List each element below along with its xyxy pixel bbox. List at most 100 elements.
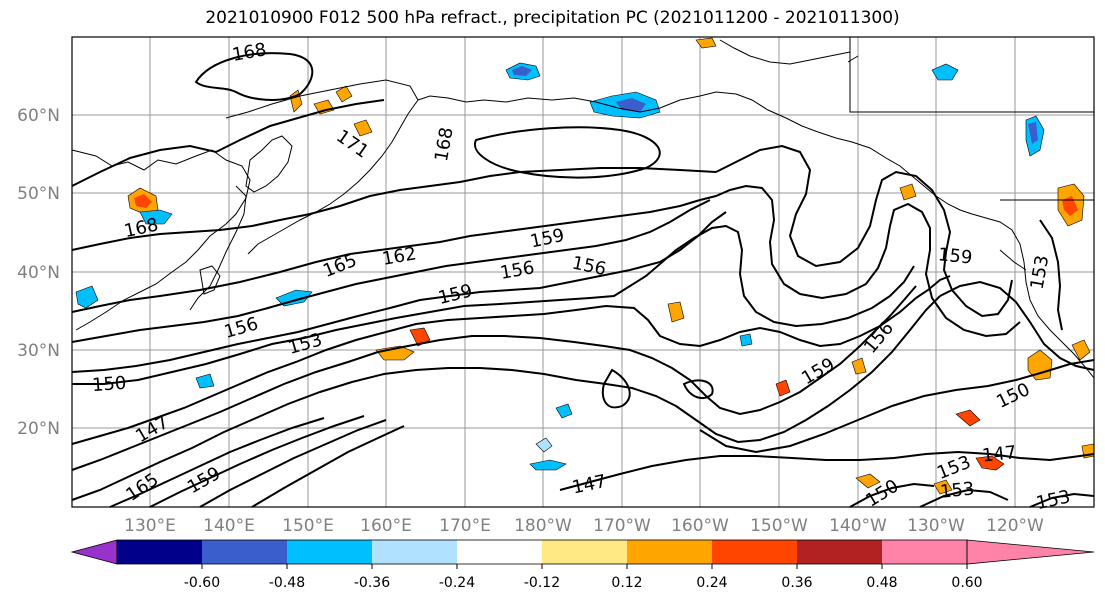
lon-label: 170°W bbox=[593, 516, 651, 536]
contour-line bbox=[939, 280, 1095, 371]
precip-patch bbox=[955, 409, 981, 427]
coastline bbox=[999, 249, 1027, 271]
precip-patch bbox=[353, 119, 373, 137]
precip-patch bbox=[739, 333, 753, 347]
lon-label: 170°E bbox=[439, 516, 491, 536]
contour-line bbox=[71, 167, 717, 251]
precip-patch bbox=[529, 459, 567, 471]
contour-line bbox=[699, 184, 1021, 338]
contour-line bbox=[71, 295, 941, 501]
precip-patch bbox=[667, 301, 685, 323]
precipitation-shading bbox=[75, 37, 1095, 495]
colorbar-tick-label: -0.60 bbox=[184, 575, 220, 591]
colorbar-tick-label: 0.24 bbox=[696, 575, 727, 591]
contour-label: 159 bbox=[937, 244, 973, 268]
contour-line bbox=[72, 263, 661, 385]
coastline bbox=[849, 37, 1094, 113]
colorbar-segment bbox=[797, 540, 882, 564]
contour-line bbox=[71, 199, 711, 343]
precip-patch bbox=[195, 373, 215, 389]
colorbar-tick-label: 0.48 bbox=[866, 575, 897, 591]
contour-line bbox=[601, 368, 631, 409]
lon-label: 160°W bbox=[671, 516, 729, 536]
precip-patch bbox=[555, 403, 573, 419]
longitude-labels: 130°E 140°E 150°E 160°E 170°E 180°W 170°… bbox=[124, 516, 1044, 536]
contour-line bbox=[71, 285, 917, 471]
lat-label: 40°N bbox=[17, 263, 60, 283]
colorbar-segment bbox=[627, 540, 712, 564]
precip-patch bbox=[75, 285, 99, 309]
coastline bbox=[847, 55, 859, 63]
contour-line bbox=[149, 415, 365, 508]
contour-line bbox=[849, 482, 935, 508]
precip-patch bbox=[975, 455, 1005, 471]
colorbar-segment bbox=[457, 540, 542, 564]
precip-patch bbox=[775, 379, 791, 397]
lat-label: 60°N bbox=[17, 106, 60, 126]
colorbar-segment bbox=[287, 540, 372, 564]
contour-line bbox=[199, 419, 387, 508]
precip-patch bbox=[933, 479, 953, 495]
latitude-labels: 60°N 50°N 40°N 30°N 20°N bbox=[17, 106, 60, 439]
contour-line bbox=[659, 224, 915, 328]
precip-patch bbox=[899, 183, 917, 201]
colorbar-segment bbox=[882, 540, 967, 564]
coastline bbox=[417, 91, 1095, 379]
contour-line bbox=[699, 359, 1095, 454]
contour-line bbox=[71, 297, 917, 445]
colorbar-segment bbox=[202, 540, 287, 564]
colorbar-ticks: -0.60 -0.48 -0.36 -0.24 -0.12 0.12 0.24 … bbox=[184, 564, 983, 591]
lon-label: 120°W bbox=[986, 516, 1044, 536]
precip-patch bbox=[931, 63, 959, 81]
precip-patch bbox=[134, 194, 152, 208]
colorbar-tick-label: -0.12 bbox=[524, 575, 560, 591]
contour-line bbox=[559, 450, 1095, 491]
contour-line bbox=[71, 99, 385, 187]
colorbar-tick-label: 0.12 bbox=[611, 575, 642, 591]
lon-label: 150°W bbox=[750, 516, 808, 536]
contour-label: 153 bbox=[939, 478, 975, 502]
coastline bbox=[719, 39, 851, 65]
lat-label: 50°N bbox=[17, 184, 60, 204]
map-title: 2021010900 F012 500 hPa refract., precip… bbox=[205, 8, 900, 28]
coastline bbox=[225, 79, 419, 255]
colorbar-segment bbox=[712, 540, 797, 564]
precip-patch bbox=[855, 473, 881, 489]
precip-patch bbox=[535, 437, 553, 453]
lon-label: 140°W bbox=[829, 516, 887, 536]
contour-line bbox=[473, 126, 661, 179]
lon-label: 160°E bbox=[360, 516, 412, 536]
contour-line bbox=[251, 425, 405, 508]
precip-patch bbox=[409, 327, 431, 347]
colorbar-segment bbox=[372, 540, 457, 564]
contour-line bbox=[919, 488, 1009, 508]
contour-line bbox=[915, 275, 951, 299]
precip-patch bbox=[1028, 122, 1038, 144]
contour-line bbox=[1029, 492, 1095, 508]
lat-label: 30°N bbox=[17, 341, 60, 361]
colorbar-tick-label: -0.24 bbox=[439, 575, 475, 591]
precip-patch bbox=[1071, 339, 1091, 361]
precip-patch bbox=[695, 37, 717, 49]
precip-patch bbox=[335, 85, 353, 103]
lon-label: 180°W bbox=[514, 516, 572, 536]
contour-label: 150 bbox=[91, 373, 127, 396]
contour-label: 147 bbox=[981, 442, 1017, 466]
precip-patch bbox=[139, 209, 173, 225]
refractivity-contours bbox=[71, 52, 1095, 508]
colorbar-segment bbox=[542, 540, 627, 564]
colorbar-tick-label: 0.36 bbox=[781, 575, 812, 591]
map-panel: 168 171 168 168 165 162 159 156 156 159 … bbox=[71, 36, 1095, 514]
lon-label: 150°E bbox=[282, 516, 334, 536]
precip-patch bbox=[313, 99, 335, 115]
lat-label: 20°N bbox=[17, 419, 60, 439]
contour-line bbox=[71, 199, 701, 313]
contour-line bbox=[682, 379, 714, 400]
contour-line bbox=[109, 417, 325, 508]
precip-patch bbox=[1027, 349, 1053, 381]
colorbar-segment bbox=[117, 540, 202, 564]
contour-line bbox=[194, 52, 314, 101]
coastline bbox=[245, 135, 293, 193]
contour-line bbox=[1039, 219, 1063, 331]
